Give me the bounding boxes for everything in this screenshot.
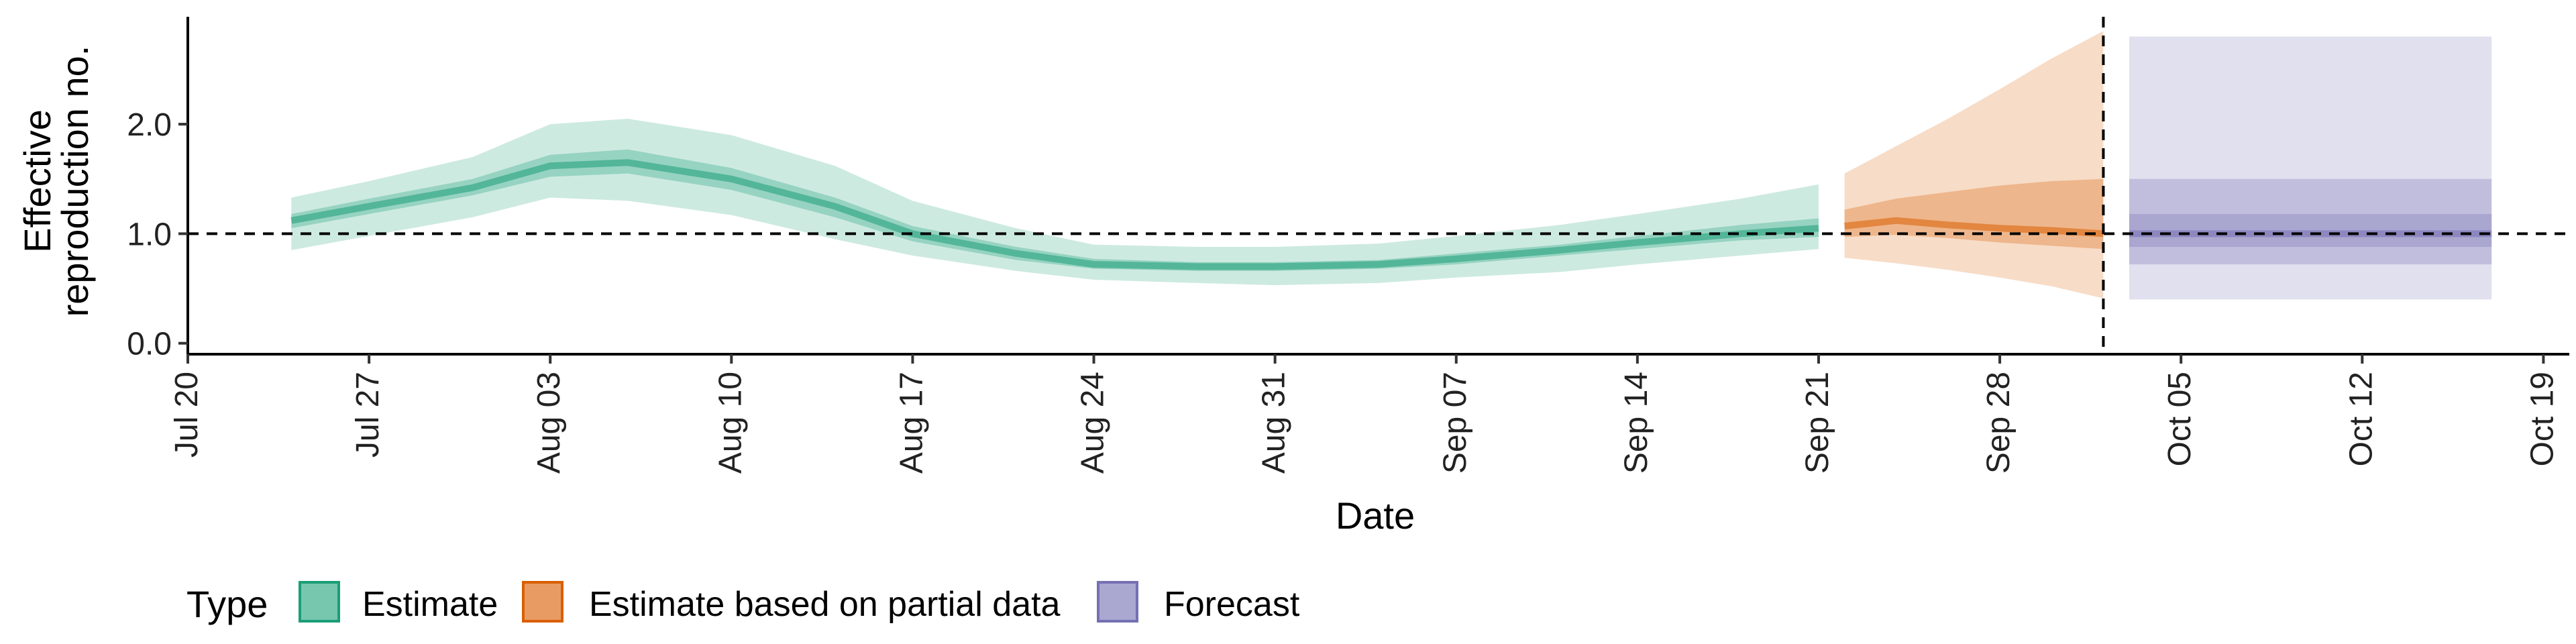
x-tick-label: Oct 05 bbox=[2162, 372, 2198, 466]
legend-swatch-partial bbox=[522, 581, 564, 623]
y-tick-label: 2.0 bbox=[127, 107, 172, 143]
x-tick-label: Sep 28 bbox=[1981, 372, 2017, 474]
axes: 0.0 1.0 2.0 Jul 20 Jul 27 Aug 03 Aug 10 Aug 17 A… bbox=[127, 17, 2569, 474]
x-tick-label: Sep 07 bbox=[1438, 372, 1473, 474]
x-tick-label: Jul 27 bbox=[350, 372, 386, 458]
legend-title: Type bbox=[186, 583, 268, 625]
x-tick-label: Sep 21 bbox=[1800, 372, 1835, 474]
y-axis-title-line-1: Effective bbox=[16, 109, 58, 253]
y-axis-title: Effective reproduction no. bbox=[16, 46, 96, 317]
x-axis-title: Date bbox=[1336, 494, 1415, 537]
y-tick-label: 0.0 bbox=[127, 327, 172, 362]
x-tick-label: Aug 03 bbox=[531, 372, 567, 474]
band-estimate-90 bbox=[291, 119, 1819, 286]
x-tick-label: Aug 17 bbox=[894, 372, 929, 474]
x-tick-label: Aug 31 bbox=[1256, 372, 1292, 474]
band-estimate-based-on-partial-data-90 bbox=[1844, 31, 2104, 299]
legend-label-partial: Estimate based on partial data bbox=[589, 585, 1061, 624]
legend: Type Estimate Estimate based on partial … bbox=[186, 581, 1300, 625]
legend-label-estimate: Estimate bbox=[362, 585, 498, 624]
x-tick-label: Jul 20 bbox=[169, 372, 205, 458]
reference-lines bbox=[188, 17, 2569, 354]
x-tick-label: Sep 14 bbox=[1619, 372, 1654, 474]
y-axis-title-line-2: reproduction no. bbox=[54, 46, 96, 317]
legend-swatch-estimate bbox=[299, 581, 340, 623]
legend-label-forecast: Forecast bbox=[1164, 585, 1300, 624]
y-tick-label: 1.0 bbox=[127, 217, 172, 252]
median-line-estimate bbox=[290, 159, 1819, 270]
uncertainty-bands bbox=[290, 31, 2492, 300]
median-line-estimate-based-on-partial-data bbox=[1844, 217, 2104, 237]
x-tick-label: Oct 19 bbox=[2524, 372, 2560, 466]
x-tick-label: Aug 10 bbox=[712, 372, 748, 474]
band-forecast-50 bbox=[2129, 178, 2492, 265]
x-tick-label: Aug 24 bbox=[1075, 372, 1111, 474]
x-tick-label: Oct 12 bbox=[2343, 372, 2379, 466]
band-estimate-50 bbox=[291, 149, 1819, 271]
legend-swatch-forecast bbox=[1097, 581, 1138, 623]
